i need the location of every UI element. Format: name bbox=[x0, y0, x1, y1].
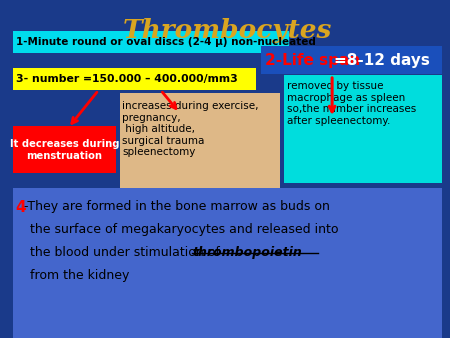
Text: -They are formed in the bone marrow as buds on: -They are formed in the bone marrow as b… bbox=[24, 200, 330, 213]
Bar bbox=[13, 188, 442, 338]
Text: 1-Minute round or oval discs (2-4 μ) non-nucleated: 1-Minute round or oval discs (2-4 μ) non… bbox=[16, 37, 315, 47]
Text: thrombopoietin: thrombopoietin bbox=[192, 246, 302, 259]
Text: from the kidney: from the kidney bbox=[30, 269, 130, 282]
Text: =8-12 days: =8-12 days bbox=[334, 52, 430, 68]
Bar bbox=[284, 75, 442, 183]
Text: 3- number =150.000 – 400.000/mm3: 3- number =150.000 – 400.000/mm3 bbox=[16, 74, 238, 84]
Text: 2-Life span: 2-Life span bbox=[266, 52, 366, 68]
Text: the surface of megakaryocytes and released into: the surface of megakaryocytes and releas… bbox=[30, 223, 338, 236]
Bar bbox=[120, 93, 280, 188]
Text: removed by tissue
macrophage as spleen
so,the number increases
after spleenectom: removed by tissue macrophage as spleen s… bbox=[288, 81, 417, 126]
Text: Thrombocytes: Thrombocytes bbox=[122, 18, 332, 43]
Bar bbox=[13, 126, 116, 173]
Text: It decreases during
menstruation: It decreases during menstruation bbox=[9, 139, 119, 161]
Text: increases during exercise,
pregnancy,
 high altitude,
surgical trauma
spleenecto: increases during exercise, pregnancy, hi… bbox=[122, 101, 259, 158]
Bar bbox=[261, 46, 442, 74]
Bar bbox=[13, 31, 289, 53]
Text: 4: 4 bbox=[16, 200, 27, 215]
Bar bbox=[13, 68, 256, 90]
Text: the blood under stimulation of: the blood under stimulation of bbox=[30, 246, 224, 259]
